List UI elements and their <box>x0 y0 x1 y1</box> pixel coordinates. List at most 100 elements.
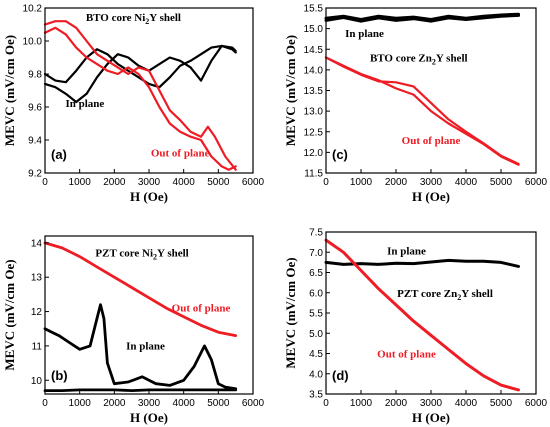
panel-a-ytick-label: 10.2 <box>23 4 43 15</box>
panel-d-ytick-label: 5.5 <box>309 309 323 320</box>
annotation-text-tail: Y shell <box>461 288 493 300</box>
panel-a-ytick-label: 10.0 <box>23 37 43 48</box>
annotation-text: BTO core Ni <box>86 12 145 24</box>
panel-c-xtick-label: 1000 <box>350 177 373 188</box>
annotation-text: PZT core Zn <box>397 288 457 300</box>
panel-c-xlabel: H (Oe) <box>412 189 450 204</box>
panel-d-series-1 <box>324 238 520 392</box>
annotation-text-tail: Y shell <box>436 53 468 65</box>
panel-c-series-0 <box>324 12 520 21</box>
annotation-text-tail: Y shell <box>149 12 181 24</box>
panel-c-panel-label: (c) <box>332 147 348 162</box>
panel-c-annotation: Out of plane <box>402 135 461 147</box>
panel-d: 0 1000 2000 3000 4000 5000 6000 3.5 4.0 4.5 5.0 5.5… <box>283 228 548 426</box>
panel-b-xtick-label: 3000 <box>138 398 161 409</box>
panel-b-series-2 <box>43 388 238 392</box>
panel-b-ytick-label: 11 <box>32 341 43 352</box>
panel-b-ytick-label: 10 <box>31 376 43 387</box>
panel-d-xtick-label: 2000 <box>385 398 408 409</box>
panel-c-annotation: BTO core Zn2Y shell <box>370 53 468 67</box>
panel-a-xtick-label: 4000 <box>173 177 196 188</box>
panel-c-ytick-label: 11.5 <box>304 169 323 180</box>
panel-c-ytick-label: 14.0 <box>304 65 324 76</box>
panel-c-ylabel: MEVC (mV/cm Oe) <box>283 35 298 146</box>
panel-b-xtick-label: 0 <box>42 398 48 409</box>
panel-a-annotation: BTO core Ni2Y shell <box>86 12 181 26</box>
panel-b-annotation: Out of plane <box>172 303 231 315</box>
panel-c-series-1 <box>324 13 520 23</box>
panel-c-ytick-label: 12.0 <box>304 148 324 159</box>
annotation-subscript: 2 <box>432 58 436 67</box>
annotation-text: Out of plane <box>377 349 436 361</box>
panel-c-ytick-label: 15.0 <box>304 24 324 35</box>
panel-a-ytick-label: 9.4 <box>28 136 42 147</box>
panel-d-ytick-label: 4.0 <box>309 369 323 380</box>
panel-d-ytick-label: 7.5 <box>309 228 323 239</box>
panel-a-xtick-label: 6000 <box>242 177 265 188</box>
panel-d-xtick-label: 4000 <box>455 398 478 409</box>
annotation-text: Out of plane <box>172 303 231 315</box>
panel-b: 0 1000 2000 3000 4000 5000 6000 10 11 12 13 14 H (Oe… <box>2 235 265 425</box>
annotation-subscript: 2 <box>153 253 157 262</box>
panel-d-xlabel: H (Oe) <box>412 410 450 425</box>
panel-c-ytick-label: 15.5 <box>304 4 324 15</box>
panel-b-annotation: In plane <box>126 340 165 352</box>
panel-b-xtick-label: 6000 <box>242 398 265 409</box>
panel-c-xtick-label: 4000 <box>455 177 478 188</box>
panel-d-annotation: In plane <box>387 245 426 257</box>
annotation-text: Out of plane <box>402 135 461 147</box>
panel-d-annotation: Out of plane <box>377 349 436 361</box>
panel-c-xtick-label: 3000 <box>420 177 443 188</box>
panel-a-panel-label: (a) <box>51 147 67 162</box>
panel-d-xtick-label: 0 <box>323 398 329 409</box>
panel-d-ytick-label: 5.0 <box>309 329 323 340</box>
panel-c-annotation: In plane <box>345 28 384 40</box>
panel-b-ytick-label: 12 <box>31 307 43 318</box>
panel-c-xtick-label: 5000 <box>490 177 513 188</box>
panel-b-ytick-label: 14 <box>31 238 43 249</box>
panel-c-ytick-label: 13.5 <box>304 86 324 97</box>
panel-b-axes-frame <box>44 235 254 395</box>
panel-c-xtick-label: 2000 <box>385 177 408 188</box>
panel-b-series-1 <box>43 303 238 391</box>
panel-b-xtick-label: 2000 <box>103 398 126 409</box>
panel-c-ytick-label: 12.5 <box>304 127 324 138</box>
panel-a-series-3 <box>43 20 237 171</box>
annotation-text: PZT core Ni <box>95 248 153 260</box>
panel-c-series-3 <box>324 56 520 165</box>
panel-d-series-0 <box>324 258 520 268</box>
panel-d-axes-frame <box>325 231 537 395</box>
panel-a-ytick-label: 9.2 <box>28 169 42 180</box>
panel-a-ylabel: MEVC (mV/cm Oe) <box>2 35 17 146</box>
panel-a-ytick-label: 9.6 <box>28 103 42 114</box>
annotation-text: Out of plane <box>151 148 210 160</box>
panel-c-ytick-label: 13.0 <box>304 107 324 118</box>
panel-b-annotation: PZT core Ni2Y shell <box>95 248 188 262</box>
panel-d-ytick-label: 4.5 <box>309 349 323 360</box>
panel-d-annotation: PZT core Zn2Y shell <box>397 288 493 302</box>
panel-d-ytick-label: 6.0 <box>309 288 323 299</box>
panel-a-xlabel: H (Oe) <box>130 189 168 204</box>
panel-b-panel-label: (b) <box>51 368 68 383</box>
annotation-text: In plane <box>345 28 384 40</box>
panel-a-xtick-label: 2000 <box>103 177 126 188</box>
panel-c-xtick-label: 6000 <box>525 177 548 188</box>
panel-d-ytick-label: 3.5 <box>309 390 323 401</box>
panel-b-xtick-label: 5000 <box>207 398 230 409</box>
panel-a-xtick-label: 1000 <box>69 177 92 188</box>
annotation-text: BTO core Zn <box>370 53 432 65</box>
annotation-subscript: 2 <box>457 293 461 302</box>
panel-a-annotation: In plane <box>65 98 104 110</box>
panel-b-series-0 <box>43 241 238 337</box>
panel-b-xlabel: H (Oe) <box>130 410 168 425</box>
panel-a-xtick-label: 5000 <box>207 177 230 188</box>
panel-a-xtick-label: 0 <box>42 177 48 188</box>
annotation-subscript: 2 <box>145 17 149 26</box>
panel-b-xtick-label: 1000 <box>69 398 92 409</box>
panel-d-xtick-label: 6000 <box>525 398 548 409</box>
panel-b-ylabel: MEVC (mV/cm Oe) <box>2 259 17 370</box>
panel-c-ytick-label: 14.5 <box>304 45 324 56</box>
panel-d-xtick-label: 5000 <box>490 398 513 409</box>
panel-d-xtick-label: 1000 <box>350 398 373 409</box>
